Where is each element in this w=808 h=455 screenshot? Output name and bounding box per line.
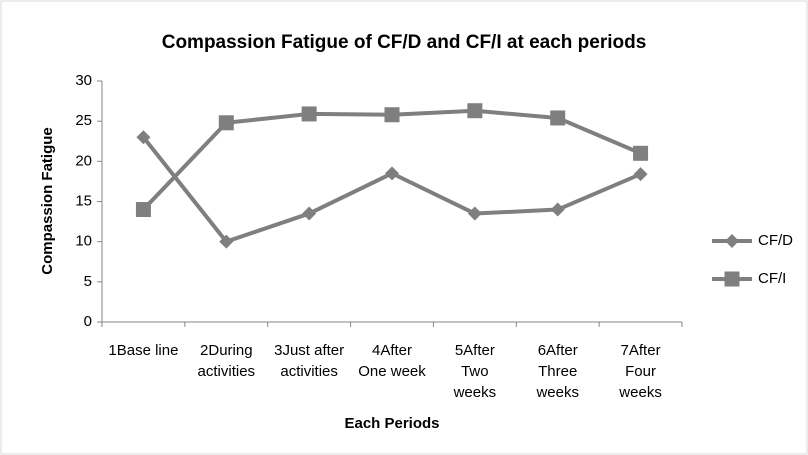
data-point	[385, 166, 399, 181]
data-point	[301, 106, 317, 122]
legend-marker	[724, 271, 740, 287]
data-point	[633, 145, 649, 161]
x-tick-label: 1Base line	[108, 342, 178, 359]
y-tick-label: 20	[75, 152, 92, 169]
x-tick-label: 5After Two weeks	[453, 342, 497, 401]
data-point	[467, 103, 483, 119]
x-axis-title: Each Periods	[344, 415, 439, 432]
data-point	[302, 206, 317, 221]
y-tick-label: 15	[75, 192, 92, 209]
legend-label: CF/D	[758, 232, 793, 249]
y-tick-label: 0	[84, 313, 92, 330]
data-point	[219, 234, 234, 249]
data-point	[633, 167, 648, 182]
x-tick-label: 4After One week	[358, 342, 426, 380]
y-tick-label: 25	[75, 112, 92, 129]
data-point	[218, 115, 234, 131]
chart-title: Compassion Fatigue of CF/D and CF/I at e…	[162, 32, 647, 53]
x-tick-label: 7After Four weeks	[618, 342, 662, 401]
data-point	[384, 107, 400, 123]
y-tick-label: 30	[75, 72, 92, 89]
legend-marker	[725, 234, 739, 248]
data-point	[550, 202, 565, 217]
x-tick-label: 2During activities	[198, 342, 256, 380]
x-tick-label: 3Just after activities	[274, 342, 344, 380]
data-point	[135, 202, 151, 218]
x-tick-label: 6After Three weeks	[535, 342, 579, 401]
legend-label: CF/I	[758, 270, 786, 287]
y-tick-label: 10	[75, 233, 92, 250]
y-tick-label: 5	[84, 273, 92, 290]
y-axis-title: Compassion Fatigue	[39, 127, 56, 275]
data-point	[136, 130, 151, 145]
data-point	[467, 206, 482, 221]
data-point	[550, 110, 566, 126]
